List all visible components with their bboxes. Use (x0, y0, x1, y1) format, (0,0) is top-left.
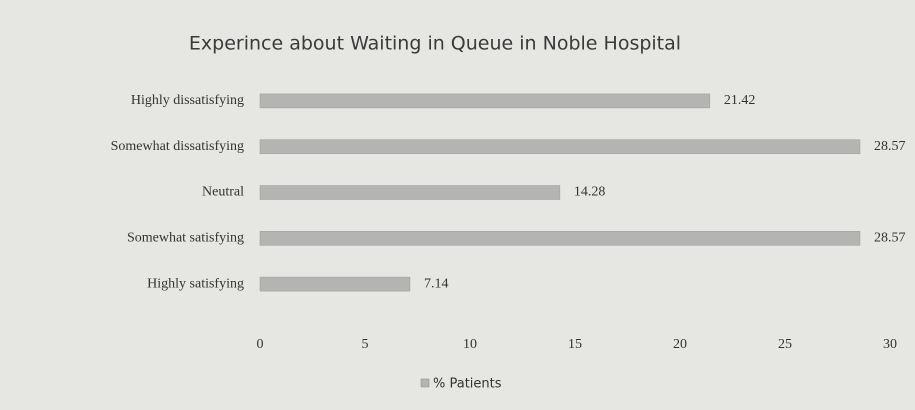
legend-label: % Patients (433, 377, 502, 392)
x-tick-label: 20 (673, 337, 687, 352)
x-tick-label: 5 (362, 337, 369, 352)
data-label: 28.57 (874, 139, 906, 154)
bar (259, 93, 711, 109)
y-tick-label: Somewhat satisfying (127, 231, 244, 246)
x-tick-label: 0 (257, 337, 264, 352)
bar (259, 139, 861, 154)
x-tick-label: 10 (463, 337, 477, 352)
legend-swatch (420, 378, 430, 388)
y-tick-label: Neutral (202, 185, 244, 200)
data-label: 28.57 (874, 231, 906, 246)
data-label: 7.14 (424, 276, 449, 291)
x-tick-label: 30 (883, 337, 897, 352)
y-tick-label: Highly satisfying (147, 276, 244, 291)
x-tick-label: 15 (568, 337, 582, 352)
y-tick-label: Somewhat dissatisfying (111, 139, 244, 154)
bar (259, 185, 561, 200)
bar (259, 231, 861, 246)
y-tick-label: Highly dissatisfying (131, 93, 244, 108)
chart-title: Experince about Waiting in Queue in Nobl… (189, 33, 681, 55)
bar (259, 276, 411, 292)
x-tick-label: 25 (778, 337, 792, 352)
data-label: 21.42 (724, 93, 756, 108)
data-label: 14.28 (574, 185, 606, 200)
